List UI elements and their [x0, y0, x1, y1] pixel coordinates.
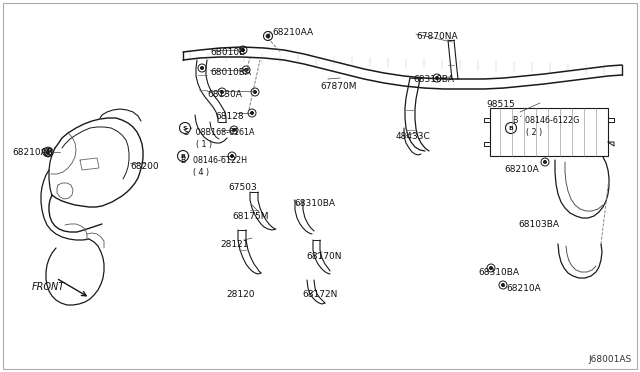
Text: FRONT: FRONT: [32, 282, 65, 292]
Text: B: B: [509, 125, 513, 131]
Text: 68310BA: 68310BA: [478, 268, 519, 277]
Text: 68200: 68200: [130, 162, 159, 171]
Circle shape: [543, 160, 547, 164]
Text: 67870M: 67870M: [320, 82, 356, 91]
Text: 6B010B: 6B010B: [210, 48, 245, 57]
Text: S: S: [182, 125, 188, 131]
Text: 68170N: 68170N: [306, 252, 342, 261]
Text: 68010BA: 68010BA: [210, 68, 251, 77]
Circle shape: [47, 151, 49, 154]
Circle shape: [200, 67, 204, 70]
Text: 28120: 28120: [226, 290, 255, 299]
Text: 68172N: 68172N: [302, 290, 337, 299]
Text: 68103BA: 68103BA: [518, 220, 559, 229]
Text: 98515: 98515: [486, 100, 515, 109]
Text: 68210AA: 68210AA: [272, 28, 313, 37]
Text: ( 4 ): ( 4 ): [193, 168, 209, 177]
Circle shape: [435, 77, 438, 80]
Circle shape: [221, 90, 223, 93]
Text: S´ 08B168-6161A: S´ 08B168-6161A: [184, 128, 255, 137]
Text: 68210A: 68210A: [504, 165, 539, 174]
Circle shape: [253, 90, 257, 93]
Text: ( 1 ): ( 1 ): [196, 140, 212, 149]
Text: 68310BA: 68310BA: [294, 199, 335, 208]
Circle shape: [266, 34, 270, 38]
Text: J68001AS: J68001AS: [589, 355, 632, 364]
Text: 48433C: 48433C: [396, 132, 431, 141]
Text: ( 2 ): ( 2 ): [526, 128, 542, 137]
Text: 68175M: 68175M: [232, 212, 269, 221]
Circle shape: [241, 48, 244, 51]
Text: 67870NA: 67870NA: [416, 32, 458, 41]
Circle shape: [230, 154, 234, 157]
Bar: [490, 108, 608, 156]
Text: 28121: 28121: [220, 240, 248, 249]
Text: 68130A: 68130A: [207, 90, 242, 99]
Text: 67503: 67503: [228, 183, 257, 192]
Circle shape: [490, 266, 493, 269]
Circle shape: [244, 68, 248, 71]
Text: 68210AB: 68210AB: [12, 148, 53, 157]
Text: 68310BA: 68310BA: [413, 75, 454, 84]
Text: 68128: 68128: [215, 112, 244, 121]
Circle shape: [502, 283, 504, 286]
Circle shape: [250, 112, 253, 115]
Circle shape: [232, 128, 236, 131]
Text: B´ 08146-6122H: B´ 08146-6122H: [181, 156, 247, 165]
Text: 68210A: 68210A: [506, 284, 541, 293]
Text: B´ 08146-6122G: B´ 08146-6122G: [513, 116, 579, 125]
Circle shape: [47, 151, 49, 154]
Text: B: B: [180, 154, 186, 158]
